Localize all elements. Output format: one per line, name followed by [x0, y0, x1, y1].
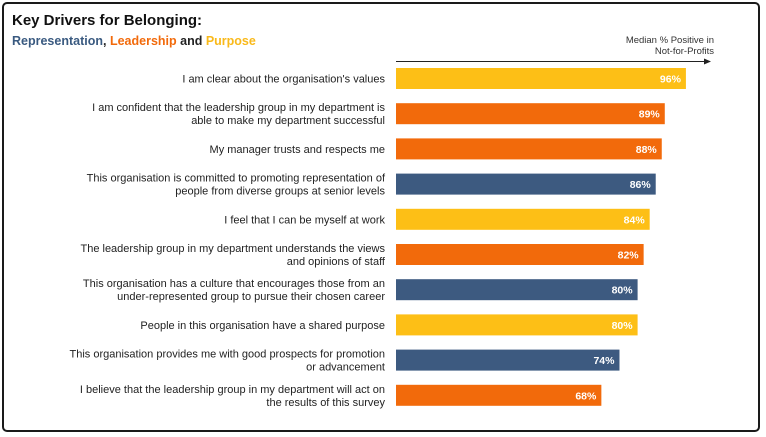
bar-8 [396, 314, 638, 336]
bar-value-label-7: 80% [612, 285, 634, 297]
bar-2 [396, 103, 665, 125]
category-label-9-line-2: or advancement [306, 362, 385, 374]
category-label-3-line-1: My manager trusts and respects me [210, 144, 385, 156]
category-label-2-line-1: I am confident that the leadership group… [92, 102, 385, 114]
category-label-4-line-1: This organisation is committed to promot… [87, 173, 386, 185]
bar-10 [396, 384, 602, 406]
bar-5 [396, 208, 650, 230]
axis-caption-line2: Not-for-Profits [654, 46, 714, 57]
category-label-10-line-1: I believe that the leadership group in m… [80, 384, 385, 396]
chart-subtitle: Representation, Leadership and Purpose [12, 34, 256, 48]
category-label-5-line-1: I feel that I can be myself at work [224, 214, 385, 226]
category-label-6-line-1: The leadership group in my department un… [80, 243, 385, 255]
category-label-7-line-1: This organisation has a culture that enc… [83, 278, 385, 290]
category-label-1-line-1: I am clear about the organisation's valu… [182, 74, 385, 86]
bar-9 [396, 349, 620, 371]
bar-value-label-5: 84% [624, 214, 646, 226]
bar-value-label-4: 86% [630, 179, 652, 191]
bar-3 [396, 138, 662, 160]
subtitle-purpose: Purpose [205, 34, 256, 48]
category-label-4-line-2: people from diverse groups at senior lev… [175, 186, 385, 198]
chart-title: Key Drivers for Belonging: [12, 12, 203, 29]
category-label-7-line-2: under-represented group to pursue their … [117, 291, 385, 303]
axis-arrow-head [704, 58, 711, 65]
subtitle-separator: , [103, 34, 110, 48]
bar-value-label-2: 89% [639, 109, 661, 121]
bar-value-label-9: 74% [593, 355, 615, 367]
bar-value-label-3: 88% [636, 144, 658, 156]
subtitle-leadership: Leadership [109, 34, 177, 48]
bar-4 [396, 173, 656, 195]
bar-value-label-8: 80% [612, 320, 634, 332]
category-label-6-line-2: and opinions of staff [287, 256, 386, 268]
bar-value-label-1: 96% [660, 74, 682, 86]
bar-value-label-6: 82% [618, 250, 640, 262]
category-label-8-line-1: People in this organisation have a share… [140, 320, 385, 332]
subtitle-and: and [176, 34, 206, 48]
bar-1 [396, 68, 686, 89]
axis-caption: Median % Positive in Not-for-Profits [574, 35, 714, 57]
bar-6 [396, 244, 644, 265]
category-label-10-line-2: the results of this survey [266, 397, 385, 409]
category-label-9-line-1: This organisation provides me with good … [70, 349, 386, 361]
bar-value-label-10: 68% [575, 390, 597, 402]
subtitle-representation: Representation [12, 34, 103, 48]
bar-7 [396, 279, 638, 301]
category-label-2-line-2: able to make my department successful [191, 115, 385, 127]
axis-caption-line1: Median % Positive in [625, 35, 714, 46]
